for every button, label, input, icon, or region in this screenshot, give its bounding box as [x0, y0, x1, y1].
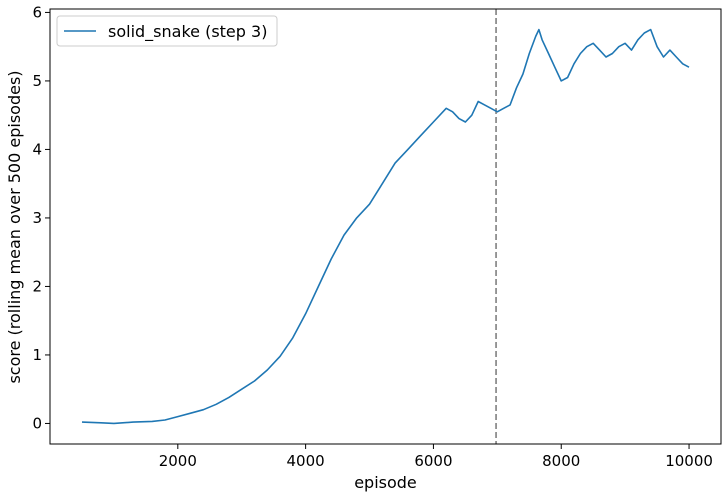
axes-layer: 2000 4000 6000 8000 10000 0 1 2 3 4 5 6 — [32, 3, 722, 470]
plot-layer — [81, 9, 690, 444]
y-tick-label: 6 — [32, 3, 42, 21]
x-tick-label: 10000 — [665, 452, 713, 470]
series-line-0 — [81, 28, 690, 425]
y-tick-label: 2 — [32, 277, 42, 295]
y-tick-label: 4 — [32, 140, 42, 158]
x-tick-label: 8000 — [542, 452, 580, 470]
y-tick-label: 0 — [32, 414, 42, 432]
y-tick-label: 3 — [32, 209, 42, 227]
axes-frame — [49, 8, 722, 445]
legend: solid_snake (step 3) — [56, 15, 278, 47]
x-tick-label: 6000 — [414, 452, 452, 470]
legend-box — [56, 15, 278, 47]
y-tick-label: 1 — [32, 346, 42, 364]
x-tick-label: 2000 — [159, 452, 197, 470]
x-tick-label: 4000 — [287, 452, 325, 470]
y-axis-label: score (rolling mean over 500 episodes) — [5, 70, 24, 383]
y-tick-label: 5 — [32, 72, 42, 90]
x-axis-label: episode — [354, 473, 417, 492]
legend-label: solid_snake (step 3) — [108, 22, 267, 42]
